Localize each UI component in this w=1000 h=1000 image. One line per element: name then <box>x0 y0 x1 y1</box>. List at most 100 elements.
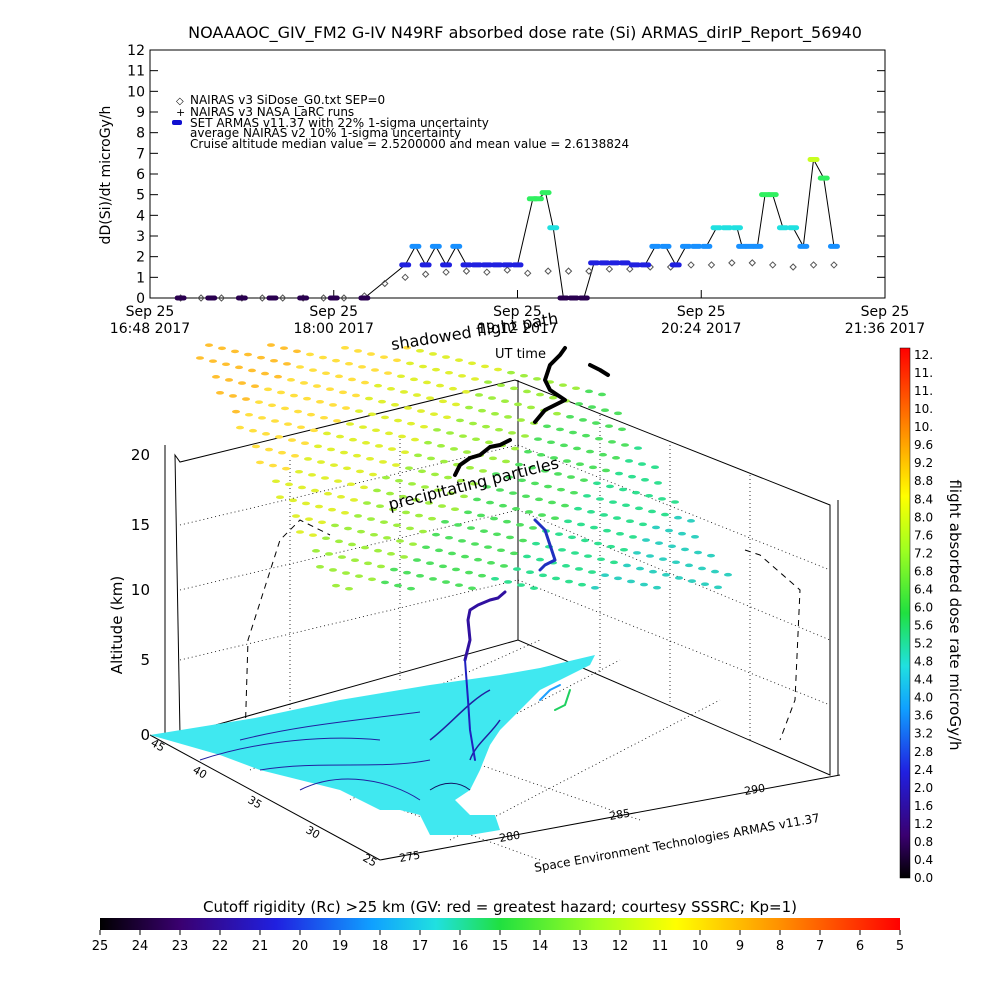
top-x-tick-label: Sep 25 <box>493 304 542 320</box>
dose-cloud-point <box>465 405 473 410</box>
dose-cloud-point <box>258 416 266 420</box>
dose-cloud-point <box>674 515 682 520</box>
dose-cloud-point <box>251 384 259 389</box>
dose-cloud-point <box>287 378 295 382</box>
dose-cloud-point <box>438 504 446 508</box>
dose-cloud-point <box>495 427 503 432</box>
dose-colorbar-tick-label: 9.6 <box>914 438 933 452</box>
nairas-point <box>524 269 532 277</box>
dose-colorbar-tick-label: 1.2 <box>914 817 933 831</box>
rigidity-colorbar-tick-label: 10 <box>692 939 709 954</box>
dose-cloud-point <box>407 421 415 426</box>
legend-entry-nairas-v2: average NAIRAS v2 10% 1-sigma uncertaint… <box>190 126 461 140</box>
latitude-tick-label: 35 <box>246 793 265 811</box>
altitude-tick-label: 5 <box>140 651 150 669</box>
dose-cloud-point <box>531 481 539 486</box>
nairas-point <box>442 268 450 276</box>
nairas-point <box>401 273 409 282</box>
dose-cloud-point <box>393 358 401 363</box>
dose-cloud-point <box>295 469 303 474</box>
dose-cloud-point <box>416 574 424 578</box>
dose-cloud-point <box>565 579 573 584</box>
dose-cloud-point <box>278 450 286 455</box>
dose-cloud-point <box>479 469 487 473</box>
dose-cloud-point <box>510 386 518 391</box>
dose-cloud-point <box>336 434 344 439</box>
dose-cloud-point <box>566 415 574 419</box>
dose-cloud-point <box>553 411 561 416</box>
dose-cloud-point <box>691 535 699 539</box>
dose-cloud-point <box>374 383 382 388</box>
dose-cloud-point <box>344 526 352 531</box>
altitude-axis-label: Altitude (km) <box>108 576 126 674</box>
dose-cloud-point <box>603 528 611 533</box>
dose-cloud-point <box>349 437 357 442</box>
dose-cloud-point <box>368 412 376 417</box>
dose-cloud-point <box>435 548 443 553</box>
dose-cloud-point <box>324 491 332 496</box>
dose-cloud-point <box>433 428 441 432</box>
dose-cloud-point <box>620 547 628 552</box>
dose-cloud-point <box>429 352 437 356</box>
dose-cloud-point <box>519 538 527 543</box>
armas-point <box>598 260 611 266</box>
dose-cloud-point <box>661 512 669 517</box>
dose-cloud-point <box>482 424 490 429</box>
dose-cloud-point <box>511 446 519 451</box>
dose-cloud-point <box>607 544 615 549</box>
dose-cloud-point <box>381 415 389 420</box>
dose-cloud-point <box>444 475 452 480</box>
dose-cloud-point <box>338 555 346 559</box>
top-y-tick-label: 9 <box>136 105 145 121</box>
dose-cloud-point <box>470 481 478 486</box>
dose-cloud-point <box>548 500 556 505</box>
dose-cloud-point <box>380 355 388 359</box>
rigidity-colorbar-tick-label: 6 <box>856 939 864 954</box>
dose-colorbar-tick-label: 5.6 <box>914 619 933 633</box>
rigidity-colorbar-tick-label: 19 <box>332 939 349 954</box>
dose-cloud-point <box>244 352 252 357</box>
dose-cloud-point <box>309 368 317 372</box>
armas-point <box>460 262 473 268</box>
dose-cloud-point <box>353 453 361 458</box>
dose-cloud-point <box>472 437 480 442</box>
dose-cloud-point <box>477 513 485 518</box>
top-y-tick-label: 8 <box>136 126 145 142</box>
dose-cloud-point <box>671 500 679 504</box>
dose-cloud-point <box>486 500 494 505</box>
dose-colorbar-label: flight absorbed dose rate microGy/h <box>946 479 964 750</box>
rigidity-colorbar-tick-label: 24 <box>132 939 149 954</box>
dose-cloud-point <box>312 549 320 553</box>
dose-cloud-point <box>440 459 448 464</box>
dose-cloud-point <box>430 412 438 416</box>
dose-cloud-point <box>543 424 551 429</box>
dose-cloud-point <box>411 437 419 442</box>
dose-cloud-point <box>512 507 520 511</box>
dose-cloud-point <box>455 358 463 362</box>
dose-cloud-point <box>578 582 586 587</box>
dose-colorbar-tick-label: 9.2 <box>914 456 933 470</box>
dose-cloud-point <box>569 430 577 435</box>
nairas-point <box>462 267 471 275</box>
dose-cloud-point <box>506 535 514 540</box>
dose-cloud-point <box>622 503 630 508</box>
dose-cloud-point <box>396 539 404 543</box>
top-x-tick-label: 20:24 2017 <box>661 321 741 337</box>
dose-cloud-point <box>409 542 417 546</box>
dose-cloud-point <box>497 548 505 553</box>
dose-cloud-point <box>583 494 591 498</box>
armas-point <box>751 243 764 249</box>
dose-cloud-point <box>658 497 666 501</box>
dose-cloud-point <box>255 400 263 404</box>
rigidity-colorbar-tick-label: 20 <box>292 939 309 954</box>
dose-colorbar-tick-label: 12. <box>914 348 933 362</box>
dose-cloud-point <box>601 573 609 577</box>
dose-cloud-point <box>325 552 333 556</box>
altitude-tick-label: 20 <box>131 446 150 464</box>
dose-cloud-point <box>634 446 642 450</box>
dose-cloud-point <box>505 475 513 479</box>
dose-colorbar-tick-label: 8.8 <box>914 474 933 488</box>
armas-point <box>297 295 310 301</box>
altitude-tick-label: 10 <box>131 581 150 599</box>
